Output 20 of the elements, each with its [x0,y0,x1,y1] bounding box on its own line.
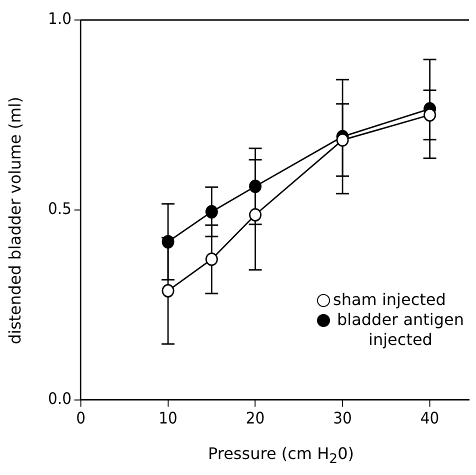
point [205,205,218,219]
point [249,208,262,222]
y-tick-label: 0.0 [48,389,72,408]
y-tick-label: 1.0 [48,10,72,28]
point [336,133,349,147]
legend-label: sham injected [333,290,446,310]
x-tick-label: 0 [76,409,86,428]
x-tick-label: 10 [158,409,178,428]
y-tick-label: 0.5 [48,200,72,218]
point [249,180,262,194]
point [205,252,218,266]
x-tick-label: 40 [420,409,440,428]
point [162,284,174,298]
y-axis-title: distended bladder volume (ml) [6,96,25,344]
x-tick-label: 20 [246,409,265,428]
x-axis-title: Pressure (cm H$_{2}$0) [206,444,356,468]
point [162,235,174,249]
legend-label: bladder antigen injected [336,310,466,350]
point [424,108,436,122]
x-tick-label: 30 [333,409,352,428]
